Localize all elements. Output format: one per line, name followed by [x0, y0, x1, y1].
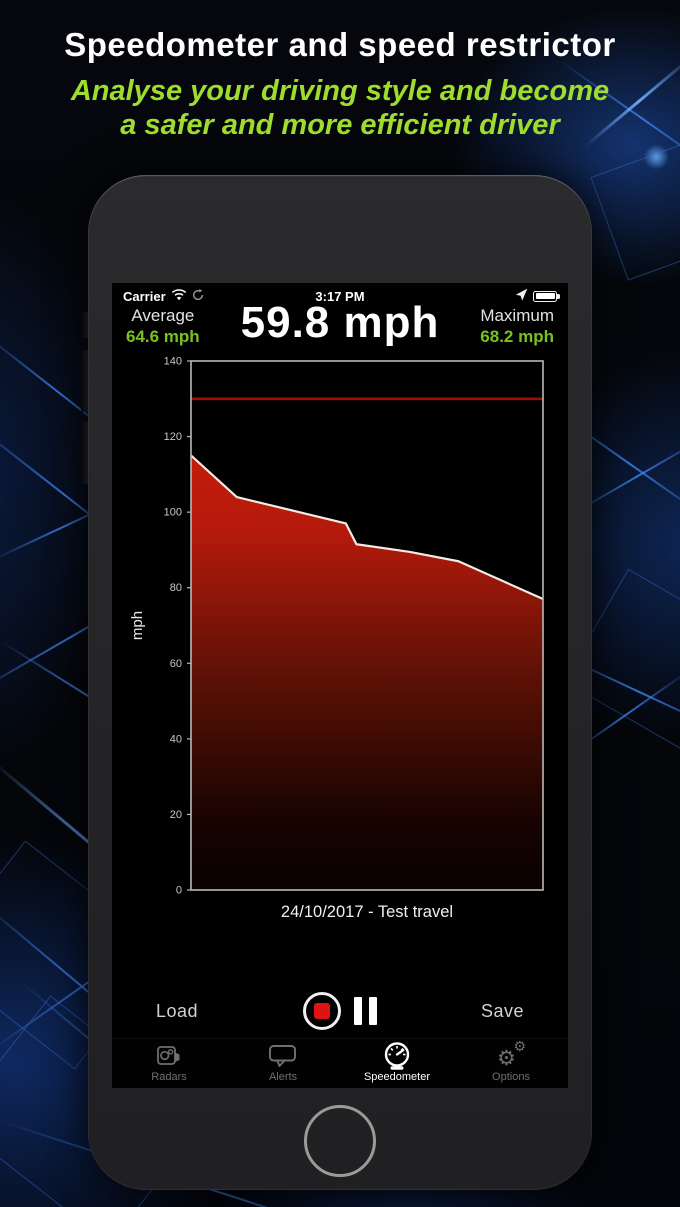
tab-label: Radars — [151, 1071, 187, 1083]
svg-text:20: 20 — [170, 809, 182, 821]
tab-label: Options — [492, 1071, 530, 1083]
subtitle-line-2: a safer and more efficient driver — [120, 109, 560, 141]
wifi-icon — [171, 288, 187, 304]
subtitle-line-1: Analyse your driving style and become — [70, 75, 610, 107]
tab-label: Speedometer — [363, 1071, 431, 1083]
page-subtitle: Analyse your driving style and become a … — [0, 74, 680, 142]
tab-label: Alerts — [268, 1071, 298, 1083]
svg-text:120: 120 — [164, 431, 182, 443]
mute-switch — [82, 312, 89, 338]
volume-up-button — [81, 350, 89, 412]
pause-button[interactable] — [354, 997, 377, 1025]
load-button[interactable]: Load — [156, 1000, 199, 1021]
stop-record-button[interactable] — [303, 992, 341, 1030]
page-title: Speedometer and speed restrictor — [64, 26, 616, 63]
svg-text:40: 40 — [170, 733, 182, 745]
record-square-icon — [314, 1003, 330, 1019]
tab-bar: Radars Alerts — [112, 1038, 568, 1088]
gear-glyph: ⚙ — [513, 1039, 526, 1055]
svg-text:60: 60 — [170, 658, 182, 670]
svg-text:0: 0 — [176, 885, 182, 897]
average-label: Average — [131, 306, 195, 325]
svg-text:24/10/2017 - Test travel: 24/10/2017 - Test travel — [281, 903, 453, 921]
gear-glyph: ⚙ — [497, 1046, 516, 1070]
svg-text:mph: mph — [129, 611, 146, 640]
header: Speedometer and speed restrictor Analyse… — [0, 26, 680, 142]
phone-screen: Carrier 3:17 — [112, 283, 568, 1088]
average-value: 64.6 mph — [126, 327, 200, 346]
travel-controls: Load Save — [112, 983, 568, 1039]
phone-frame: Carrier 3:17 — [88, 175, 592, 1190]
sync-icon — [192, 288, 204, 304]
alerts-bubble-icon — [268, 1041, 298, 1071]
carrier-label: Carrier — [123, 288, 166, 304]
options-gears-icon: ⚙ ⚙ — [496, 1039, 526, 1071]
battery-icon — [533, 290, 560, 302]
radar-camera-icon — [156, 1041, 182, 1071]
speed-chart: 0 20 40 60 80 100 120 140 mph 24/10/2017 - Test t… — [112, 353, 568, 933]
speed-stats: Average 64.6 mph Maximum 68.2 mph — [112, 305, 568, 347]
svg-text:100: 100 — [164, 507, 182, 519]
location-icon — [515, 288, 528, 304]
tab-radars[interactable]: Radars — [112, 1039, 226, 1088]
status-bar: Carrier 3:17 — [112, 285, 568, 307]
speedometer-gauge-icon — [382, 1041, 412, 1071]
maximum-value: 68.2 mph — [480, 327, 554, 346]
maximum-stat: Maximum 68.2 mph — [480, 305, 554, 347]
save-button[interactable]: Save — [480, 1000, 524, 1021]
svg-text:80: 80 — [170, 582, 182, 594]
volume-down-button — [81, 422, 89, 484]
svg-text:140: 140 — [164, 356, 182, 368]
home-button — [304, 1105, 376, 1177]
maximum-label: Maximum — [480, 306, 554, 325]
average-stat: Average 64.6 mph — [126, 305, 200, 347]
tab-options[interactable]: ⚙ ⚙ Options — [454, 1039, 568, 1088]
tab-alerts[interactable]: Alerts — [226, 1039, 340, 1088]
tab-speedometer[interactable]: Speedometer — [340, 1039, 454, 1088]
